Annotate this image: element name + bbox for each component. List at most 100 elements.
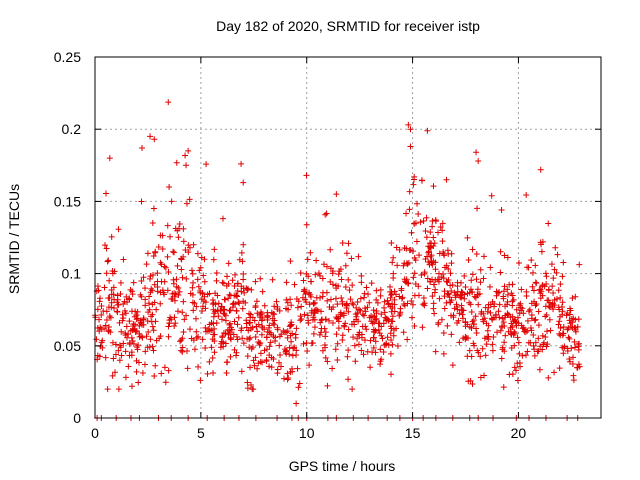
data-point (488, 192, 495, 199)
data-point (458, 288, 465, 295)
data-point (440, 350, 447, 357)
data-point (473, 329, 480, 336)
data-point (157, 300, 164, 307)
data-point (396, 246, 403, 253)
data-point (230, 331, 237, 338)
data-point (356, 329, 363, 336)
data-point (303, 340, 310, 347)
data-point (123, 293, 130, 300)
data-point (523, 191, 530, 198)
data-point (406, 247, 413, 254)
data-point (350, 334, 357, 341)
data-point (518, 286, 525, 293)
data-point (566, 335, 573, 342)
data-point (255, 321, 262, 328)
data-point (219, 279, 226, 286)
data-point (202, 324, 209, 331)
data-point (138, 198, 145, 205)
data-point (218, 340, 225, 347)
data-point (332, 346, 339, 353)
data-point (321, 325, 328, 332)
data-point (150, 253, 157, 260)
data-point (537, 286, 544, 293)
data-point (464, 290, 471, 297)
data-point (165, 99, 172, 106)
data-point (244, 353, 251, 360)
data-point (289, 352, 296, 359)
data-point (481, 335, 488, 342)
data-point (231, 283, 238, 290)
data-point (410, 181, 417, 188)
data-point (322, 211, 329, 218)
data-point (469, 246, 476, 253)
data-point (186, 196, 193, 203)
data-point (436, 250, 443, 257)
data-point (219, 215, 226, 222)
data-point (339, 239, 346, 246)
data-point (500, 288, 507, 295)
data-point (335, 271, 342, 278)
data-point (499, 315, 506, 322)
data-point (423, 214, 430, 221)
data-point (138, 145, 145, 152)
data-point (531, 317, 538, 324)
data-point (537, 295, 544, 302)
data-point (183, 312, 190, 319)
data-point (397, 305, 404, 312)
data-point (552, 244, 559, 251)
data-point (571, 338, 578, 345)
data-point (568, 315, 575, 322)
data-point (223, 370, 230, 377)
data-point (465, 378, 472, 385)
data-point (311, 324, 318, 331)
data-point (566, 305, 573, 312)
data-point (377, 292, 384, 299)
data-point (130, 279, 137, 286)
data-point (532, 262, 539, 269)
data-point (404, 300, 411, 307)
data-point (417, 219, 424, 226)
data-point (110, 355, 117, 362)
data-point (339, 332, 346, 339)
data-point (287, 322, 294, 329)
data-point (453, 301, 460, 308)
data-point (240, 298, 247, 305)
data-point (239, 258, 246, 265)
data-point (532, 316, 539, 323)
data-point (188, 267, 195, 274)
data-point (408, 229, 415, 236)
data-point (321, 344, 328, 351)
data-point (551, 302, 558, 309)
data-point (535, 308, 542, 315)
data-point (472, 313, 479, 320)
data-point (324, 297, 331, 304)
data-point (509, 313, 516, 320)
data-point (283, 279, 290, 286)
data-point (231, 318, 238, 325)
data-point (118, 352, 125, 359)
data-point (535, 335, 542, 342)
data-point (545, 220, 552, 227)
data-point (329, 319, 336, 326)
data-point (304, 256, 311, 263)
data-point (508, 290, 515, 297)
data-point (363, 284, 370, 291)
data-point (317, 272, 324, 279)
x-tick-label: 15 (405, 425, 421, 441)
data-point (149, 323, 156, 330)
data-point (235, 314, 242, 321)
data-point (114, 292, 121, 299)
data-point (431, 281, 438, 288)
data-point (150, 205, 157, 212)
data-point (336, 268, 343, 275)
data-point (504, 286, 511, 293)
data-point (487, 309, 494, 316)
data-point (509, 298, 516, 305)
data-point (370, 334, 377, 341)
data-point (469, 289, 476, 296)
data-point (466, 347, 473, 354)
data-point (136, 333, 143, 340)
data-point (516, 350, 523, 357)
data-point (415, 283, 422, 290)
data-point (421, 270, 428, 277)
